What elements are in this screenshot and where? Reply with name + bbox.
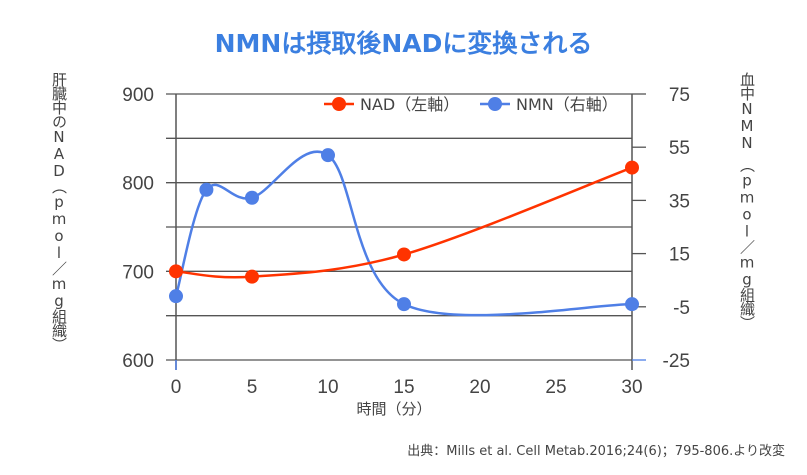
source-footer: 出典：Mills et al. Cell Metab.2016;24(6)；79… [407,444,785,459]
right-tick-label: 35 [669,191,690,212]
nmn-point [199,182,214,197]
right-tick-label: 15 [669,245,690,266]
nmn-point [397,297,411,312]
nmn-point [321,148,335,163]
x-tick-label: 15 [393,377,414,398]
right-tick-label: 75 [669,85,690,106]
left-tick-label: 900 [122,85,154,106]
x-tick-label: 25 [545,377,566,398]
left-axis-label: 肝臓中のNAD（pmol／mg組織） [50,72,68,351]
nad-point [169,264,183,279]
nmn-point [625,297,639,312]
x-tick-label: 20 [469,377,490,398]
nad-point [625,160,639,175]
nad-point [397,247,411,262]
right-tick-label: 55 [669,138,690,159]
left-tick-label: 800 [122,174,154,195]
legend-nmn-marker [488,97,502,111]
x-tick-label: 10 [317,377,338,398]
x-tick-label: 30 [621,377,642,398]
left-tick-label: 700 [122,262,154,283]
right-axis-label: 血中NMN （pmol／mg組織） [738,72,756,330]
x-tick-label: 0 [171,377,182,398]
left-tick-label: 600 [122,351,154,372]
nmn-point [245,190,259,205]
chart-title: NMNは摂取後NADに変換される [214,29,593,58]
legend-nmn-label: NMN（右軸） [516,95,618,114]
legend-nad-marker [332,97,346,111]
legend-nad-label: NAD（左軸） [360,95,459,114]
nad-line [175,166,633,279]
x-tick-label: 5 [247,377,258,398]
nmn-point [169,289,183,304]
right-tick-label: -5 [673,298,690,319]
nad-point [245,269,259,284]
x-axis-label: 時間（分） [356,400,431,418]
nmn-line [174,150,633,317]
right-tick-label: -25 [663,351,690,372]
